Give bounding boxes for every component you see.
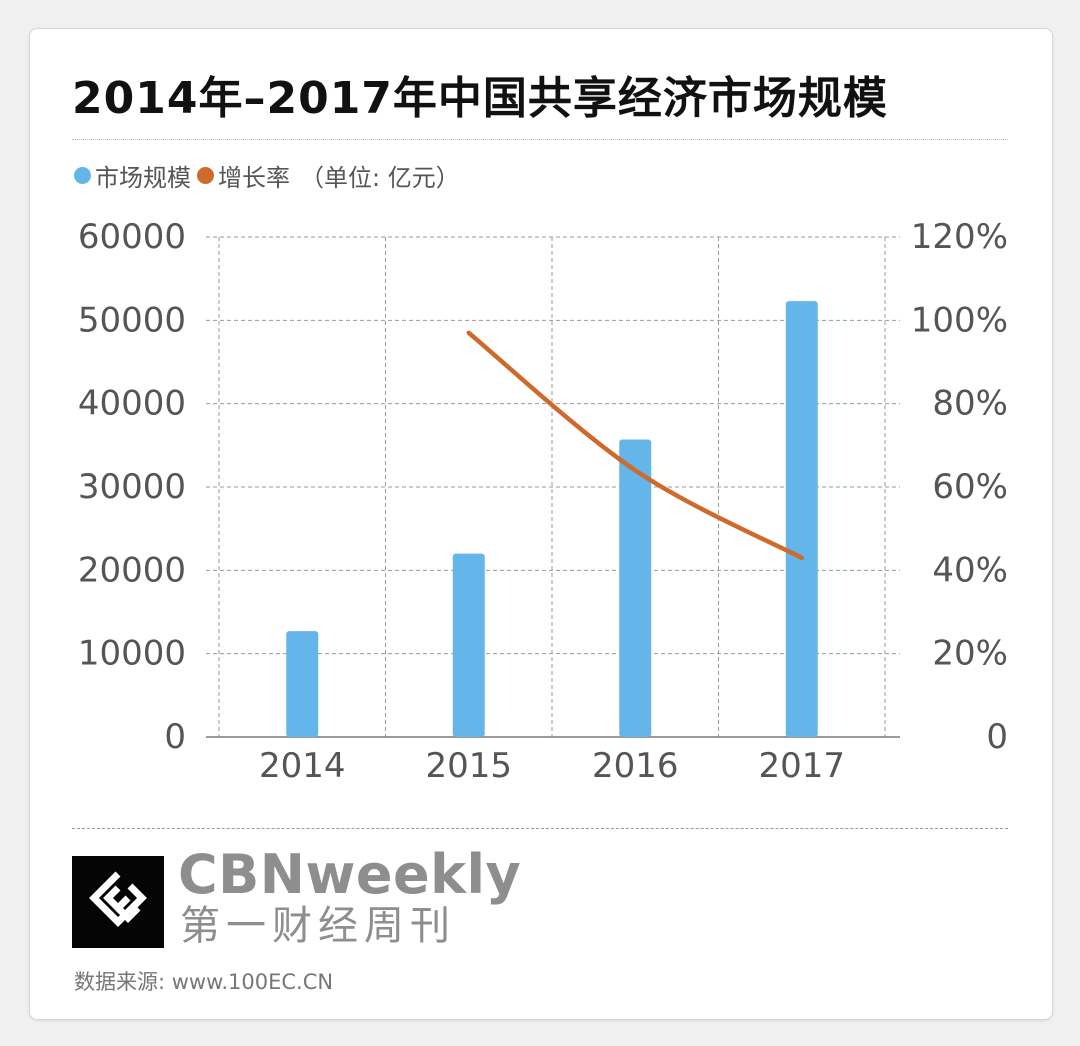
bar-2015 [452,553,485,737]
legend-growth-swatch [197,167,214,184]
legend-market-label: 市场规模 [95,164,191,192]
left-tick-label: 30000 [78,467,186,507]
cbn-logo [72,856,164,948]
bar-2016 [619,439,652,737]
left-tick-label: 20000 [78,550,186,590]
left-tick-label: 0 [164,717,186,757]
right-tick-label: 80% [932,384,1008,424]
brand-name: CBNweekly [178,843,522,906]
chart-card [29,28,1053,1020]
left-tick-label: 60000 [78,217,186,257]
chart-title: 2014年–2017年中国共享经济市场规模 [72,73,888,124]
legend-item-growth: 增长率 [197,158,290,193]
footer-divider [72,828,1008,829]
data-source: 数据来源: www.100EC.CN [74,970,334,994]
gridlines [206,236,900,738]
right-tick-label: 20% [932,634,1008,674]
brand-name-cn: 第一财经周刊 [180,903,456,949]
bar-2017 [785,301,818,737]
right-tick-label: 100% [911,300,1008,340]
left-tick-label: 10000 [78,634,186,674]
legend: 市场规模 增长率 （单位: 亿元） [74,158,460,193]
right-tick-label: 0 [986,717,1008,757]
axis-labels: 0 10000 20000 30000 40000 50000 60000 0 20% 40% 60… [78,217,1008,786]
cbn-logo-icon [89,871,147,927]
x-tick-label: 2017 [758,746,845,786]
growth-line [466,330,804,561]
legend-item-market: 市场规模 [74,158,191,193]
legend-growth-label: 增长率 [218,164,290,192]
legend-unit-note: （单位: 亿元） [300,164,460,192]
left-tick-label: 50000 [78,300,186,340]
right-tick-label: 120% [911,217,1008,257]
x-tick-label: 2016 [592,746,679,786]
left-tick-label: 40000 [78,384,186,424]
x-tick-label: 2014 [259,746,346,786]
title-divider [72,139,1008,140]
x-tick-label: 2015 [425,746,512,786]
right-tick-label: 60% [932,467,1008,507]
bar-series [286,301,818,737]
right-tick-label: 40% [932,550,1008,590]
bar-2014 [286,631,319,737]
growth-line-series [466,330,804,561]
legend-market-swatch [74,167,91,184]
